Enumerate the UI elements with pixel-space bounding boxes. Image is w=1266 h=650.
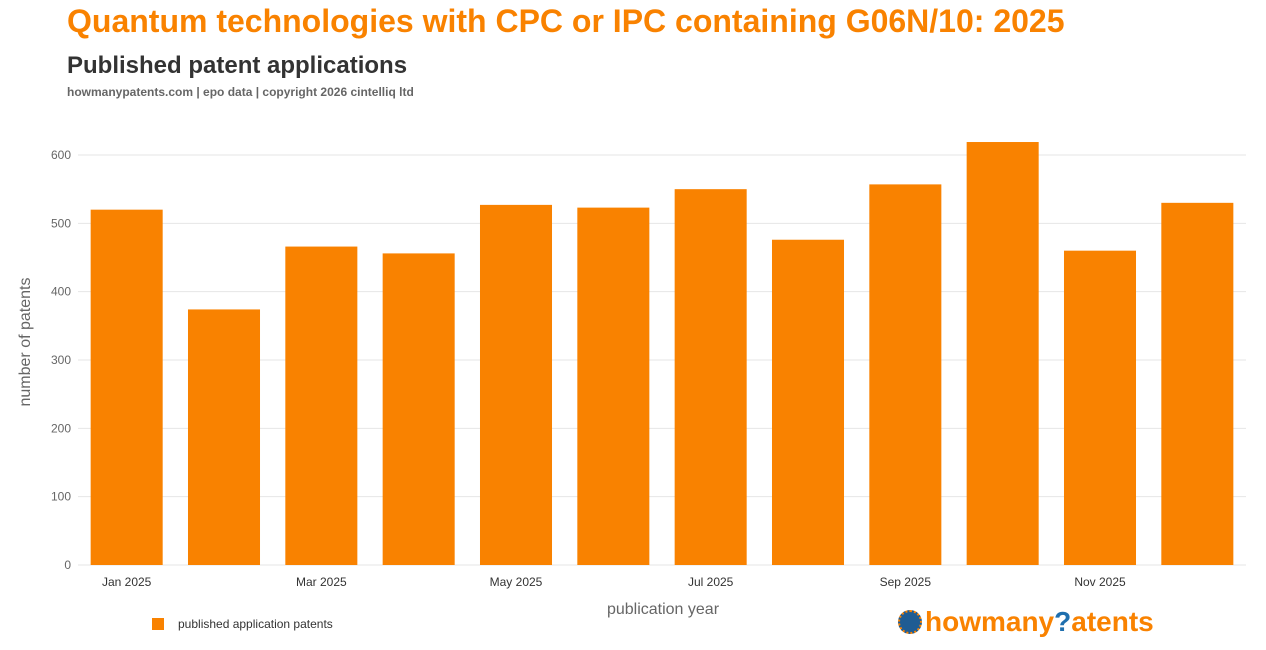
bar[interactable] [1161,202,1234,566]
legend-swatch [152,618,164,630]
x-axis-ticks: Jan 2025 Mar 2025 May 2025 Jul 2025 Sep 2025… [102,575,1126,589]
x-tick-label: Nov 2025 [1074,575,1126,589]
gridlines [78,154,1246,566]
chart-subtitle: Published patent applications [67,52,408,79]
x-tick-label: Mar 2025 [296,575,347,589]
logo-text-atents: atents [1071,606,1154,637]
y-axis-label: number of patents [17,278,34,407]
source-note: howmanypatents.com | epo data | copyrigh… [67,85,414,99]
x-tick-label: Sep 2025 [880,575,932,589]
y-tick-label: 200 [51,421,71,435]
bar[interactable] [966,142,1039,565]
y-tick-label: 600 [51,148,71,162]
howmanypatents-logo: howmany ? atents [898,606,1154,638]
bar[interactable] [771,239,845,565]
x-tick-label: May 2025 [490,575,543,589]
bar[interactable] [479,204,553,565]
bar[interactable] [1063,250,1137,565]
bar[interactable] [187,309,261,565]
logo-text-question: ? [1054,606,1072,637]
x-tick-label: Jul 2025 [688,575,734,589]
x-tick-label: Jan 2025 [102,575,152,589]
chart-title: Quantum technologies with CPC or IPC con… [67,3,1065,39]
legend[interactable]: published application patents [152,617,333,631]
bars [90,142,1234,566]
y-tick-label: 100 [51,490,71,504]
logo-text-howmany: howmany [925,606,1055,637]
bar[interactable] [90,209,163,565]
y-axis-ticks: 0 100 200 300 400 500 600 [51,148,71,572]
y-tick-label: 500 [51,216,71,230]
bar[interactable] [869,184,942,565]
bar[interactable] [382,253,455,565]
x-axis-label: publication year [607,601,720,618]
y-tick-label: 400 [51,285,71,299]
y-tick-label: 0 [64,558,71,572]
legend-label: published application patents [178,617,333,631]
y-tick-label: 300 [51,353,71,367]
bar[interactable] [285,246,358,566]
bar[interactable] [577,207,650,565]
globe-icon [898,610,922,634]
bar[interactable] [674,189,747,565]
